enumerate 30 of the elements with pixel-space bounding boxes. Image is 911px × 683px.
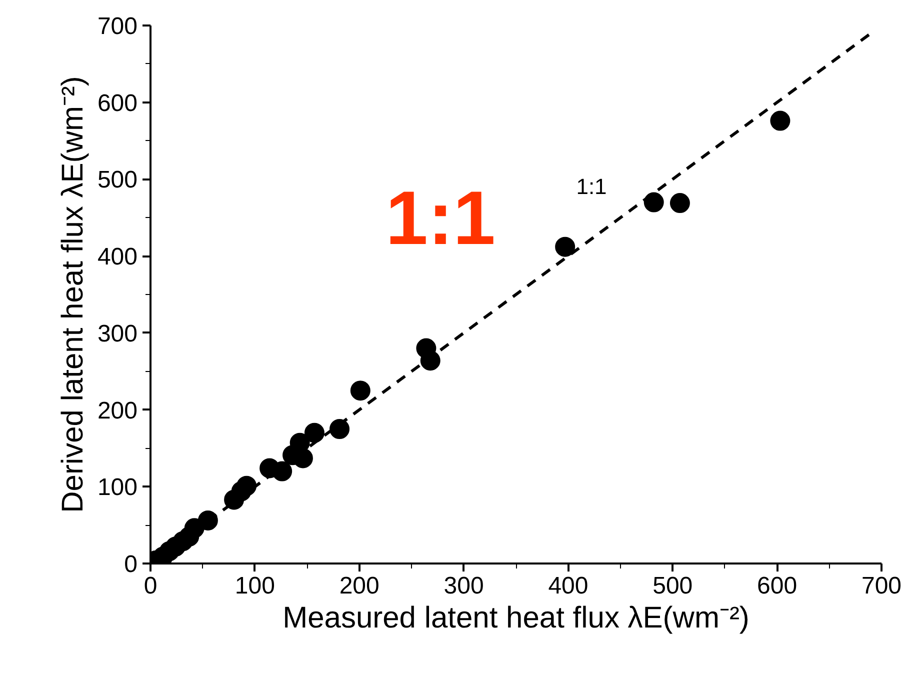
- y-axis-title: Derived latent heat flux λE(wm⁻²): [56, 76, 90, 513]
- annotation: 1:1: [386, 176, 496, 261]
- y-tick-label: 100: [97, 474, 138, 502]
- x-tick-label: 300: [444, 572, 484, 600]
- point: [330, 419, 350, 439]
- y-tick-label: 700: [97, 13, 138, 40]
- point: [272, 461, 292, 482]
- point: [555, 236, 576, 257]
- x-tick-label: 600: [757, 572, 798, 600]
- point: [420, 350, 440, 371]
- x-tick-label: 200: [339, 572, 380, 600]
- x-tick-label: 400: [548, 572, 588, 600]
- point: [770, 110, 790, 131]
- annotation: 1:1: [576, 174, 607, 199]
- x-tick-label: 700: [861, 572, 902, 600]
- point: [670, 193, 690, 214]
- y-tick-label: 600: [97, 90, 138, 117]
- y-tick-label: 0: [124, 551, 138, 578]
- point: [350, 380, 370, 401]
- x-tick-label: 500: [652, 572, 693, 600]
- point: [644, 192, 664, 212]
- x-tick-label: 100: [234, 572, 275, 600]
- y-tick-label: 200: [97, 397, 138, 424]
- y-tick-label: 300: [97, 320, 138, 348]
- x-axis-title: Measured latent heat flux λE(wm⁻²): [282, 602, 750, 634]
- y-tick-label: 400: [97, 244, 138, 271]
- point: [236, 476, 257, 496]
- x-tick-label: 0: [144, 572, 158, 600]
- point: [304, 422, 324, 443]
- y-tick-label: 500: [97, 166, 138, 194]
